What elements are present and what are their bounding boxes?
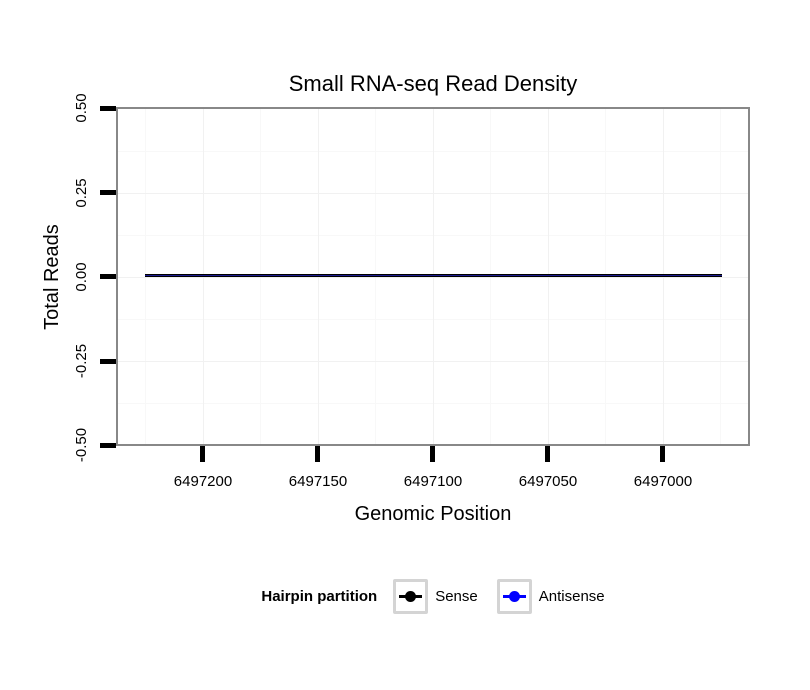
y-axis-tick-label: -0.25 [73,343,90,379]
legend-entry-antisense: Antisense [496,579,605,614]
x-axis-tick [200,446,205,462]
x-axis-tick [660,446,665,462]
y-axis-tick [100,106,116,111]
x-axis-tick-label: 6497050 [518,473,578,490]
legend-label-sense: Sense [435,588,478,605]
series-line-antisense-overlap [145,275,722,276]
y-axis-tick-label: -0.50 [73,427,90,463]
x-axis-tick-label: 6497150 [288,473,348,490]
x-axis-tick [545,446,550,462]
plot-panel [116,107,750,446]
x-axis-tick-label: 6497100 [403,473,463,490]
series-line-sense [145,274,722,277]
legend-key-dot-icon [508,591,520,602]
y-axis-tick [100,359,116,364]
legend-key-sense [393,579,429,614]
legend: Hairpin partition Sense Antisense [117,579,749,614]
chart-title: Small RNA-seq Read Density [288,71,578,96]
gridline-major-h [118,193,748,194]
y-axis-title: Total Reads [41,224,63,330]
x-axis-title: Genomic Position [354,503,512,525]
legend-key-antisense [496,579,532,614]
legend-key-dot-icon [405,591,417,602]
gridline-major-h [118,361,748,362]
y-axis-tick [100,190,116,195]
y-axis-tick-label: 0.50 [73,93,90,123]
y-axis-tick-label: 0.25 [73,178,90,208]
y-axis-tick [100,443,116,448]
x-axis-tick-label: 6497000 [633,473,693,490]
gridline-major-h [118,277,748,278]
x-axis-tick [430,446,435,462]
y-axis-tick-label: 0.00 [73,262,90,292]
x-axis-tick-label: 6497200 [173,473,233,490]
legend-title: Hairpin partition [261,588,378,605]
legend-label-antisense: Antisense [538,588,605,605]
x-axis-tick [315,446,320,462]
y-axis-tick [100,274,116,279]
legend-entry-sense: Sense [393,579,478,614]
